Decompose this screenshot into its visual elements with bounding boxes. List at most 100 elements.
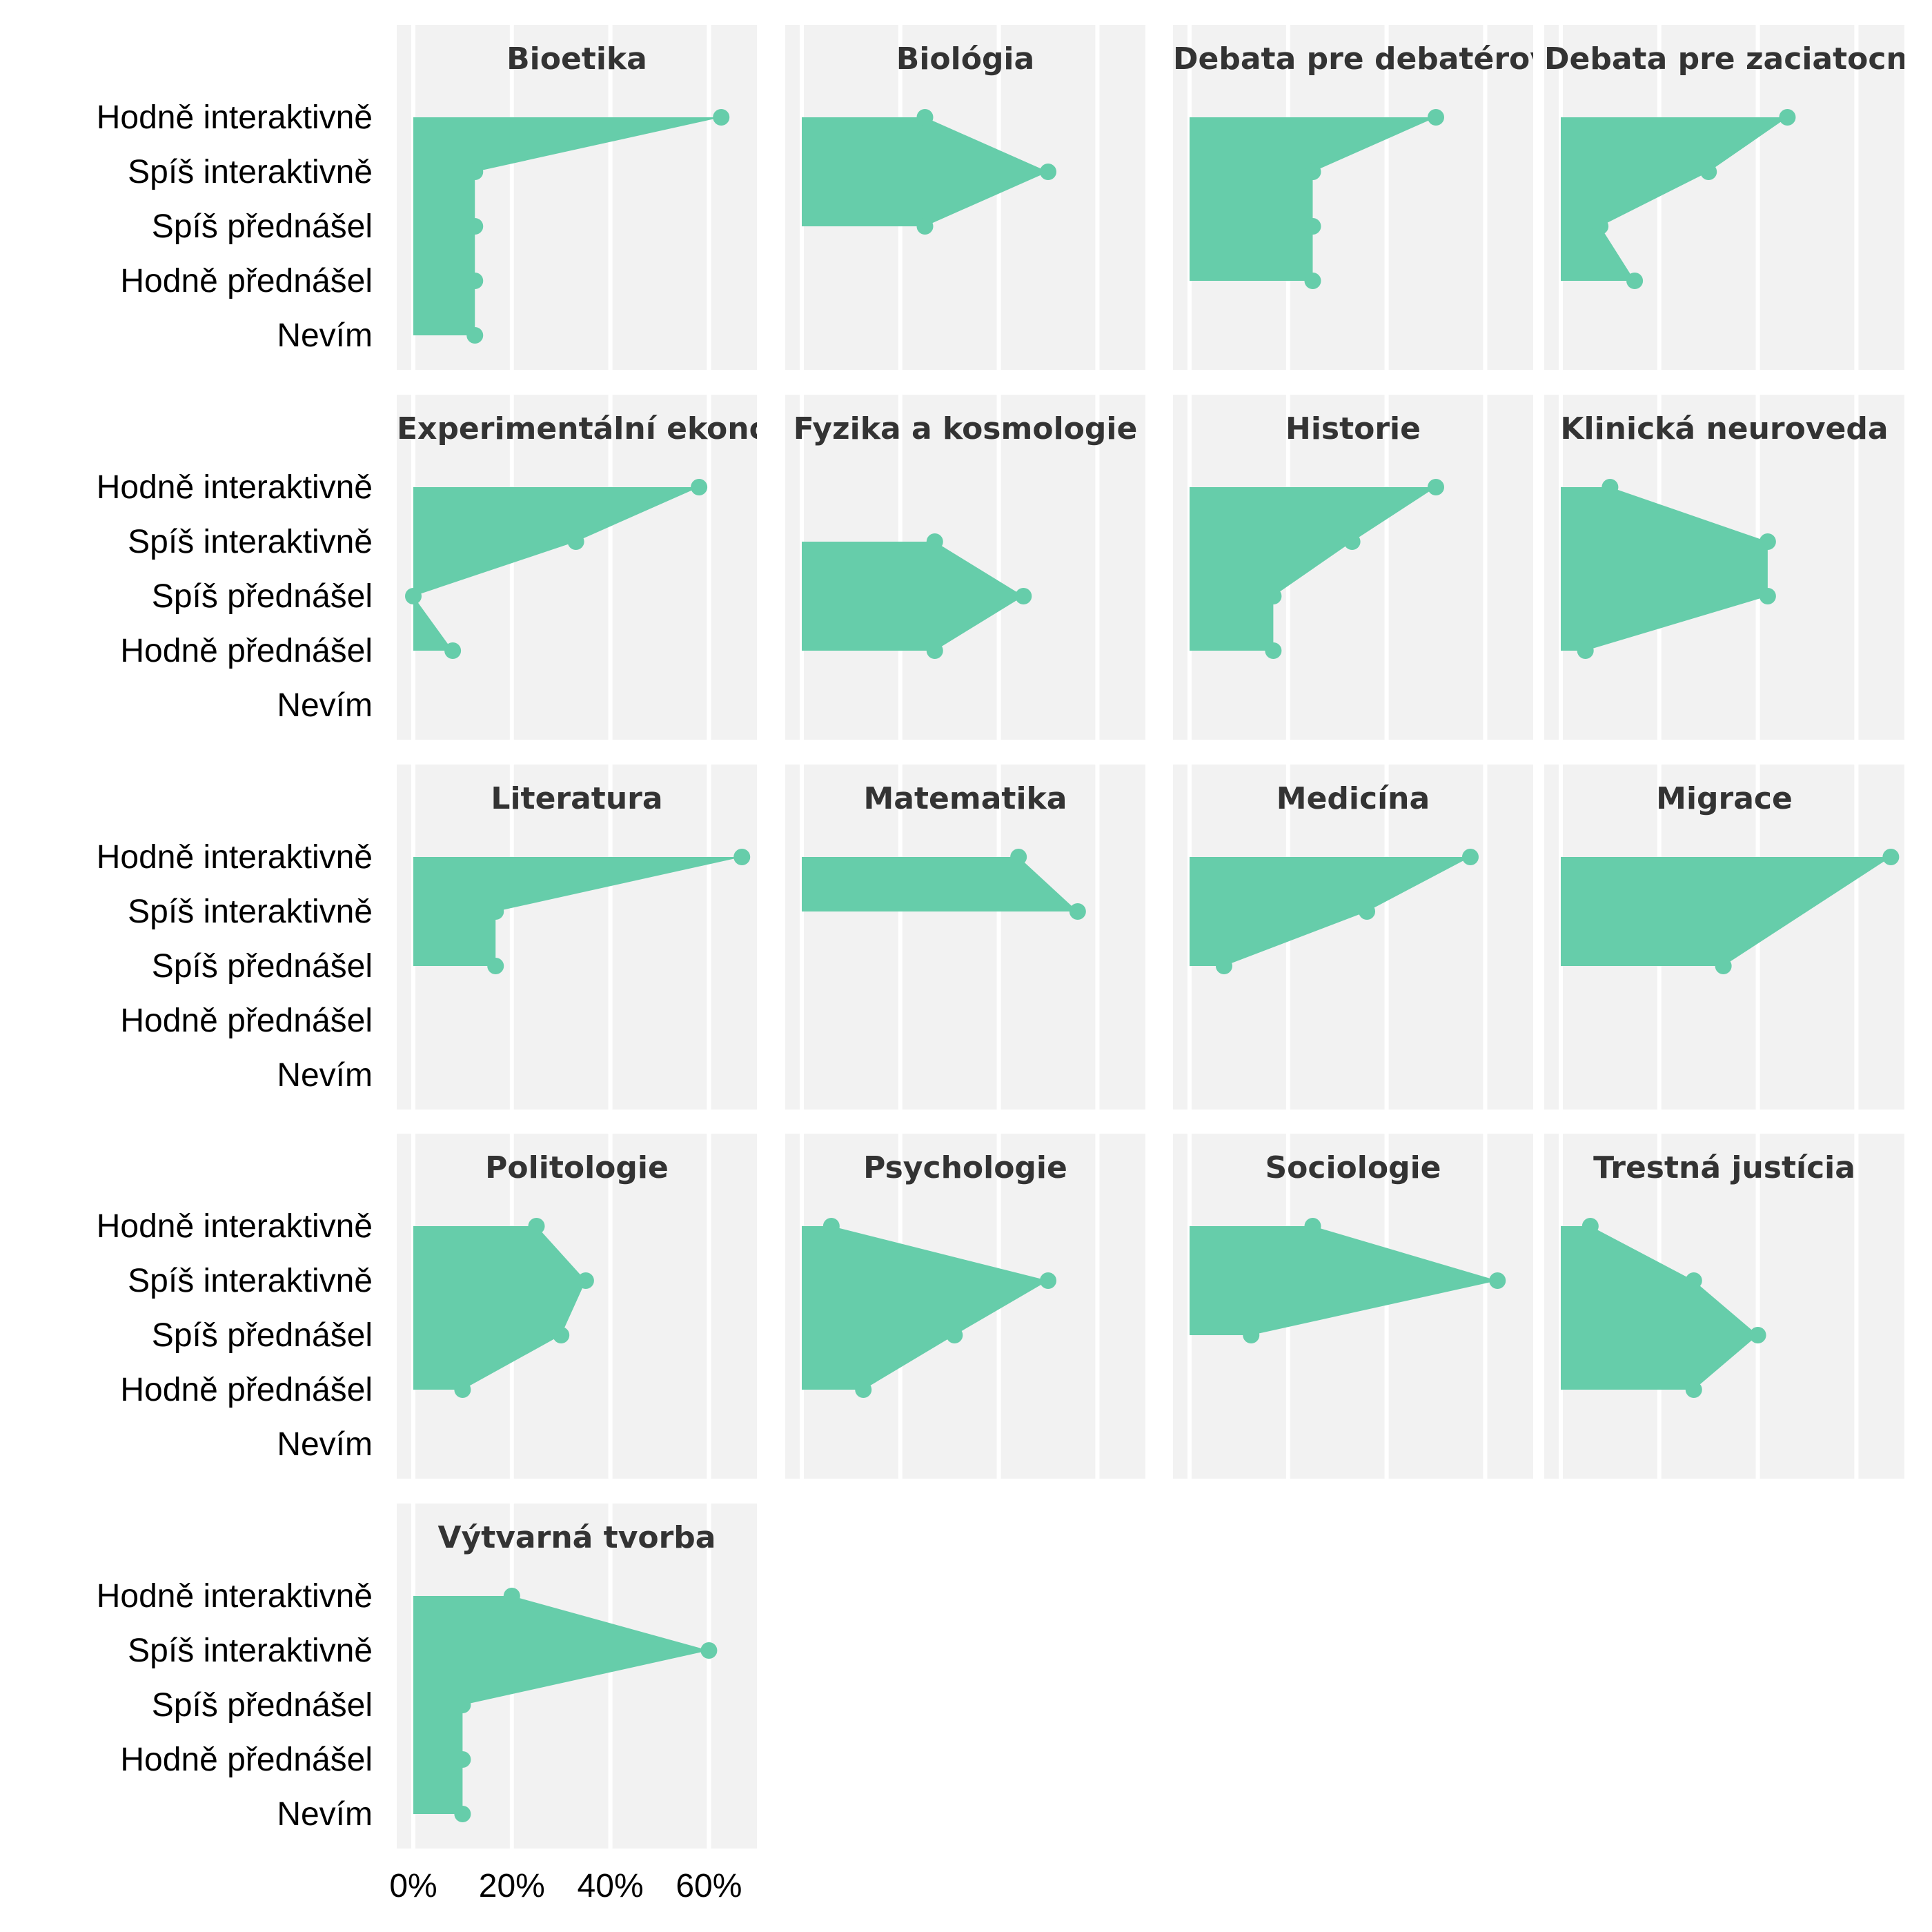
panel-title: Trestná justícia <box>1593 1150 1855 1185</box>
data-point <box>1882 849 1900 865</box>
data-point <box>1759 533 1776 550</box>
data-point <box>577 1272 594 1289</box>
y-axis-label: Hodně interaktivně <box>97 1578 373 1615</box>
panel-title: Fyzika a kosmologie <box>793 411 1138 446</box>
panel-title: Biológia <box>896 41 1034 77</box>
series-area <box>802 542 1024 651</box>
facet-panel: Literatura <box>397 765 757 1110</box>
panel-title: Sociologie <box>1265 1150 1441 1185</box>
panel-title: Experimentální ekonomie <box>397 411 833 446</box>
data-point <box>1428 479 1444 495</box>
series-area <box>413 487 700 651</box>
panel-background <box>785 765 1145 1110</box>
x-tick-label: 20% <box>479 1868 545 1904</box>
y-axis-label: Hodně interaktivně <box>97 469 373 506</box>
data-point <box>1428 109 1444 126</box>
data-point <box>733 849 751 865</box>
data-point <box>487 958 504 974</box>
y-axis-label: Nevím <box>277 317 373 354</box>
series-area <box>1190 1226 1498 1335</box>
facet-panel: Migrace <box>1544 765 1904 1110</box>
data-point <box>454 1751 471 1768</box>
data-point <box>1685 1272 1702 1289</box>
data-point <box>1069 903 1086 920</box>
panel-title: Matematika <box>864 781 1067 816</box>
data-point <box>1759 588 1776 604</box>
y-axis-label: Spíš interaktivně <box>128 1633 373 1669</box>
facet-panel: Klinická neuroveda <box>1544 395 1904 740</box>
facet-panel: Fyzika a kosmologie <box>785 395 1145 740</box>
data-point <box>926 533 943 550</box>
facet-panel: Biológia <box>785 25 1145 370</box>
x-tick-label: 60% <box>676 1868 742 1904</box>
series-area <box>1190 117 1436 281</box>
data-point <box>1215 958 1232 974</box>
facet-panel: Psychologie <box>785 1134 1145 1479</box>
data-point <box>926 642 943 659</box>
data-point <box>466 218 484 235</box>
data-point <box>916 218 934 235</box>
y-axis-label: Spíš interaktivně <box>128 154 373 190</box>
facet-panel: Medicína <box>1173 765 1533 1110</box>
data-point <box>1685 1381 1702 1398</box>
data-point <box>405 588 422 604</box>
data-point <box>822 1218 840 1234</box>
panel-title: Literatura <box>491 781 662 816</box>
data-point <box>1304 273 1321 289</box>
data-point <box>528 1218 545 1234</box>
data-point <box>1265 642 1282 659</box>
y-axis-label: Spíš interaktivně <box>128 1263 373 1299</box>
data-point <box>1601 479 1619 495</box>
series-area <box>413 1596 709 1814</box>
data-point <box>1304 218 1321 235</box>
data-point <box>444 642 462 659</box>
data-point <box>1577 642 1594 659</box>
series-area <box>1561 117 1788 281</box>
y-axis-label: Spíš interaktivně <box>128 524 373 560</box>
facet-panel: Debata pre zaciatocníkov <box>1544 25 1932 370</box>
y-axis-label: Hodně přednášel <box>120 633 373 669</box>
facet-panel: Trestná justícia <box>1544 1134 1904 1479</box>
data-point <box>454 1381 471 1398</box>
data-point <box>700 1642 718 1659</box>
y-axis-label: Nevím <box>277 1057 373 1094</box>
panel-title: Debata pre zaciatocníkov <box>1544 41 1932 77</box>
data-point <box>1359 903 1376 920</box>
data-point <box>713 109 730 126</box>
data-point <box>1779 109 1796 126</box>
y-axis-label: Spíš přednášel <box>152 948 373 985</box>
y-axis-label: Hodně interaktivně <box>97 839 373 876</box>
data-point <box>1581 1218 1599 1234</box>
data-point <box>1304 1218 1321 1234</box>
panel-title: Výtvarná tvorba <box>437 1520 716 1555</box>
y-axis-label: Spíš přednášel <box>152 208 373 245</box>
data-point <box>454 1697 471 1713</box>
data-point <box>946 1327 963 1343</box>
facet-panel: Bioetika <box>397 25 757 370</box>
y-axis-label: Hodně přednášel <box>120 1003 373 1039</box>
y-axis-label: Nevím <box>277 1796 373 1833</box>
y-axis-label: Spíš interaktivně <box>128 894 373 930</box>
panel-title: Klinická neuroveda <box>1560 411 1888 446</box>
series-area <box>1190 857 1470 966</box>
x-tick-label: 0% <box>389 1868 437 1904</box>
data-point <box>1700 164 1717 180</box>
data-point <box>503 1588 520 1604</box>
series-area <box>1190 487 1436 651</box>
data-point <box>1489 1272 1506 1289</box>
data-point <box>454 1806 471 1822</box>
data-point <box>487 903 504 920</box>
y-axis-label: Spíš přednášel <box>152 1317 373 1354</box>
data-point <box>1461 849 1479 865</box>
data-point <box>466 273 484 289</box>
facet-panel: Historie <box>1173 395 1533 740</box>
series-area <box>413 1226 586 1390</box>
y-axis-label: Hodně interaktivně <box>97 99 373 136</box>
facet-panel: Debata pre debatérov <box>1173 25 1533 370</box>
panel-title: Politologie <box>485 1150 669 1185</box>
data-point <box>466 327 484 344</box>
data-point <box>1010 849 1027 865</box>
data-point <box>916 109 934 126</box>
facet-panel: Výtvarná tvorba <box>397 1504 757 1849</box>
